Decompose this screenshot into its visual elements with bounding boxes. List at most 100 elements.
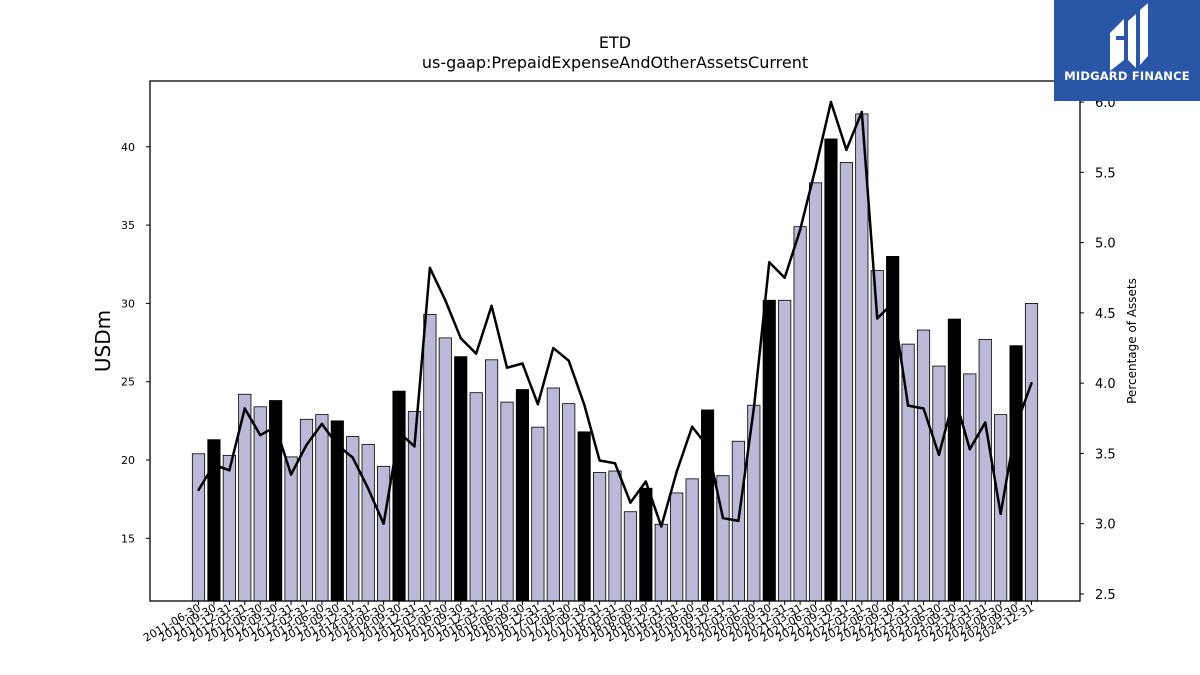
line-point-2023-03-31	[922, 407, 925, 410]
y2-tick-label: 5.5	[1095, 166, 1116, 181]
line-point-2013-12-31	[351, 456, 354, 459]
line-point-2021-09-30	[829, 100, 833, 104]
bar-2022-03-31	[855, 113, 869, 602]
bar-series	[191, 113, 1039, 602]
bar-2021-12-31	[839, 162, 853, 602]
bar-2017-09-30	[577, 431, 591, 602]
chart-title: ETD	[599, 33, 631, 52]
line-point-2018-06-30	[629, 501, 632, 504]
bar-2023-09-30	[947, 318, 961, 602]
bar-2014-06-30	[377, 465, 391, 602]
bar-2013-06-30	[315, 414, 329, 602]
line-point-2014-09-30	[397, 431, 401, 434]
bar-2022-06-30	[870, 270, 884, 602]
bar-2017-12-31	[593, 472, 607, 602]
line-point-2015-03-31	[428, 266, 432, 270]
line-point-2024-09-30	[1014, 424, 1018, 427]
bar-2018-12-31	[654, 523, 668, 602]
line-point-2013-06-30	[320, 422, 324, 426]
line-point-2015-09-30	[459, 336, 462, 340]
line-point-2011-09-30	[212, 463, 216, 466]
bar-2021-06-30	[808, 182, 823, 602]
bar-2014-09-30	[392, 390, 406, 602]
line-point-2019-06-30	[690, 425, 694, 428]
line-point-2023-09-30	[953, 394, 956, 398]
bar-2016-06-30	[500, 401, 514, 602]
chart-subtitle: us-gaap:PrepaidExpenseAndOtherAssetsCurr…	[422, 53, 808, 72]
midgard-finance-logo: MIDGARD FINANCE	[1054, 0, 1200, 101]
bar-2013-12-31	[346, 436, 360, 602]
bar-2017-06-30	[562, 403, 576, 602]
bar-2024-09-30	[1009, 345, 1023, 602]
line-point-2014-12-31	[413, 445, 416, 448]
line-point-2016-03-31	[490, 304, 493, 308]
line-point-2022-06-30	[876, 317, 879, 320]
line-point-2012-12-31	[289, 473, 293, 476]
bar-2020-09-30	[762, 299, 776, 602]
line-point-2020-12-31	[783, 276, 786, 279]
line-point-2011-12-31	[228, 469, 231, 472]
bar-2024-03-31	[978, 339, 992, 602]
line-point-2022-09-30	[891, 301, 894, 305]
line-point-2018-12-31	[660, 525, 663, 528]
bar-2020-12-31	[778, 299, 792, 602]
bar-2016-03-31	[485, 359, 499, 602]
line-point-2022-12-31	[906, 404, 910, 407]
bar-2014-03-31	[361, 443, 375, 602]
axes: 1520253035402.53.03.54.04.55.05.56.02011…	[121, 80, 1116, 645]
line-point-2021-06-30	[814, 166, 817, 170]
bar-2016-12-31	[531, 426, 545, 602]
y-tick-label: 35	[121, 219, 135, 232]
y-tick-label: 40	[121, 141, 135, 154]
bar-2021-03-31	[793, 226, 807, 602]
line-point-2020-09-30	[768, 261, 771, 264]
line-point-2016-09-30	[521, 362, 524, 365]
bar-2018-06-30	[623, 511, 638, 602]
y2-axis-label: Percentage of Assets	[1125, 278, 1139, 404]
bar-2016-09-30	[515, 389, 530, 602]
bar-2017-03-31	[546, 387, 560, 602]
line-point-2024-03-31	[984, 421, 987, 424]
line-point-2017-09-30	[582, 403, 586, 406]
line-point-2022-03-31	[860, 110, 864, 114]
line-point-2016-06-30	[505, 366, 509, 369]
y2-tick-label: 3.0	[1095, 518, 1116, 533]
y2-tick-label: 3.5	[1095, 447, 1116, 462]
line-point-2012-03-31	[243, 407, 246, 410]
midgard-logo-icon	[1110, 3, 1148, 71]
bar-2011-06-30	[191, 453, 206, 602]
bar-2015-06-30	[438, 337, 452, 602]
line-point-2021-03-31	[798, 228, 802, 232]
line-point-2019-12-31	[721, 516, 725, 520]
line-point-2020-06-30	[752, 407, 756, 410]
bar-2024-12-31	[1024, 303, 1039, 602]
logo-text: MIDGARD FINANCE	[1064, 69, 1190, 83]
y-tick-label: 20	[121, 454, 135, 467]
line-point-2023-06-30	[937, 453, 941, 457]
line-point-2023-12-31	[968, 448, 971, 451]
bar-2019-09-30	[700, 409, 715, 602]
bar-2018-09-30	[639, 487, 653, 602]
line-point-2014-06-30	[382, 522, 385, 525]
line-point-2014-03-31	[366, 487, 370, 490]
line-point-2020-03-31	[737, 519, 740, 523]
line-point-2018-03-31	[613, 462, 617, 465]
bar-2019-03-31	[670, 492, 684, 602]
y2-tick-label: 4.5	[1095, 307, 1116, 322]
line-point-2017-12-31	[598, 459, 601, 462]
bar-2012-12-31	[284, 456, 298, 602]
line-point-2013-09-30	[336, 443, 339, 447]
bar-2023-12-31	[963, 373, 977, 602]
line-series	[197, 100, 1033, 528]
line-point-2017-06-30	[567, 359, 570, 362]
line-point-2015-12-31	[474, 352, 478, 355]
line-point-2017-03-31	[552, 346, 555, 350]
y-tick-label: 30	[121, 297, 135, 310]
bar-2021-09-30	[824, 138, 838, 602]
bar-2023-06-30	[932, 365, 946, 602]
line-point-2024-12-31	[1030, 381, 1033, 385]
bar-2023-03-31	[916, 329, 931, 602]
line-point-2015-06-30	[444, 299, 447, 302]
line-point-2019-09-30	[706, 445, 709, 448]
bar-2015-12-31	[469, 392, 483, 602]
